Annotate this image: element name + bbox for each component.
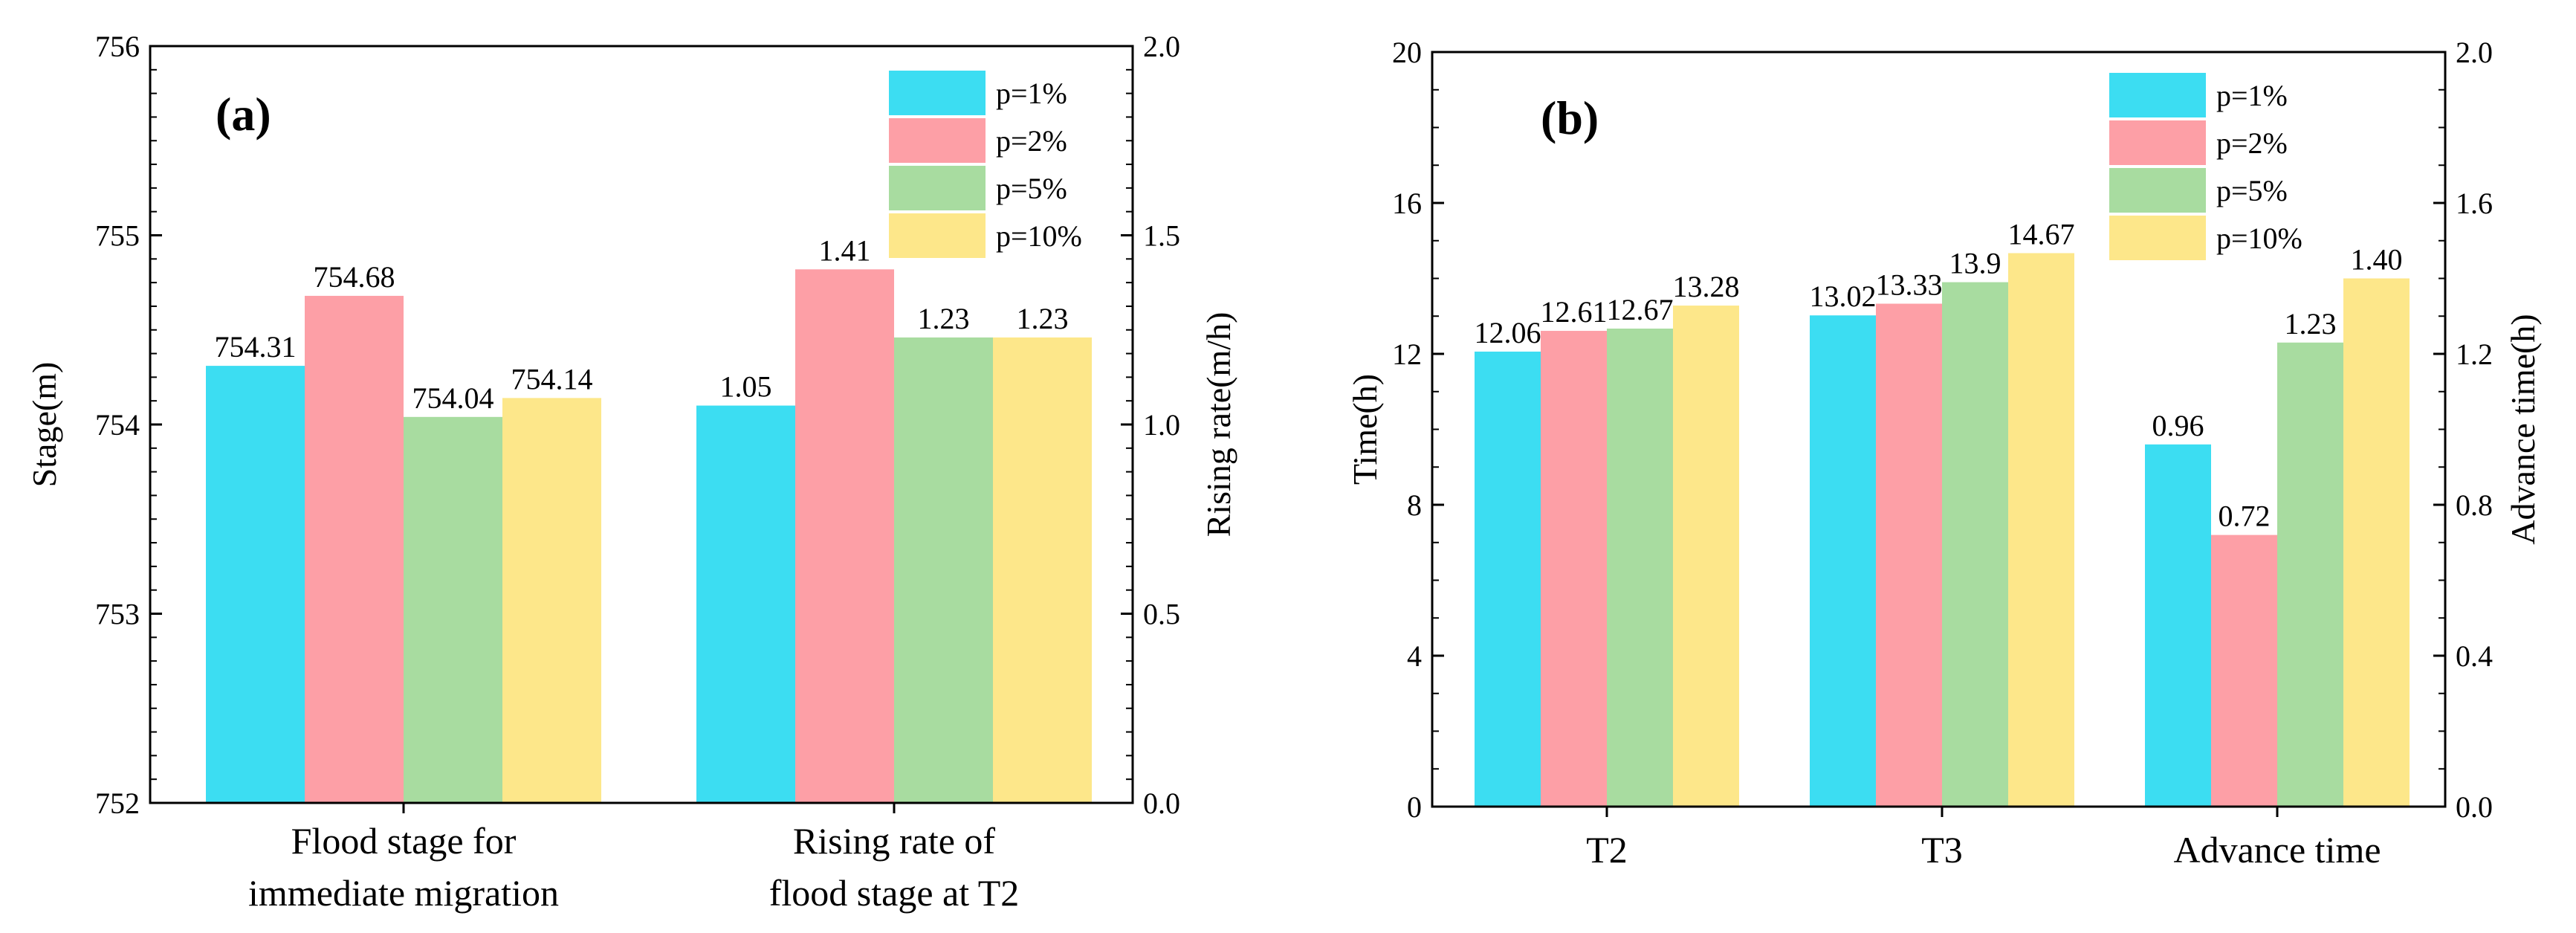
data-label: 13.33 [1876,268,1943,302]
data-label: 1.40 [2351,243,2403,277]
data-label: 1.41 [819,233,871,267]
bar-p=2% [305,295,404,803]
left-tick-label: 8 [1407,488,1422,522]
bar-p=5% [1607,328,1673,807]
legend-label: p=1% [2216,79,2288,112]
bar-p=10% [1673,306,1739,807]
legend-swatch [889,213,986,258]
data-label: 754.68 [314,260,395,294]
bar-p=10% [2008,253,2074,807]
data-label: 12.67 [1607,293,1674,326]
legend-swatch [2109,120,2206,165]
bar-p=5% [2277,342,2343,807]
left-tick-label: 20 [1392,36,1422,69]
legend-swatch [889,118,986,163]
legend-swatch [2109,168,2206,213]
category-label: T3 [1921,829,1963,871]
data-label: 12.06 [1475,316,1541,349]
data-label: 754.14 [511,362,593,396]
legend-label: p=5% [996,172,1067,205]
data-label: 0.96 [2152,409,2204,442]
left-tick-label: 755 [95,219,140,253]
data-label: 14.67 [2008,217,2075,251]
data-label: 1.23 [1017,302,1069,335]
legend-label: p=10% [996,219,1082,253]
bar-p=10% [2343,278,2410,807]
legend-label: p=5% [2216,174,2288,207]
bar-p=1% [206,366,305,804]
right-tick-label: 0.5 [1143,598,1180,631]
data-label: 1.23 [918,302,970,335]
category-label: Advance time [2173,829,2381,871]
data-label: 13.9 [1949,247,2001,280]
data-label: 12.61 [1541,295,1608,329]
panel-label: (a) [216,88,271,141]
bar-p=5% [1942,282,2008,807]
right-tick-label: 0.0 [1143,787,1180,820]
right-tick-label: 0.8 [2456,488,2493,522]
category-label: Flood stage for [291,820,517,862]
right-tick-label: 1.6 [2456,187,2493,220]
bar-p=10% [993,337,1092,803]
data-label: 1.23 [2285,307,2337,340]
bar-p=2% [1541,331,1607,807]
category-label: Rising rate of [793,820,996,862]
legend-swatch [889,166,986,210]
category-label: T2 [1586,829,1628,871]
legend-swatch [2109,73,2206,117]
bar-p=2% [2211,535,2277,807]
y-axis-title: Stage(m) [25,362,63,488]
left-tick-label: 754 [95,408,140,442]
bar-p=10% [502,398,601,803]
legend-label: p=2% [2216,126,2288,160]
left-tick-label: 4 [1407,639,1422,673]
bar-p=1% [1475,351,1541,807]
bar-p=1% [2145,444,2211,807]
right-tick-label: 2.0 [2456,36,2493,69]
left-tick-label: 752 [95,787,140,820]
data-label: 0.72 [2219,500,2271,533]
legend-swatch [889,71,986,115]
bar-p=5% [404,416,502,803]
legend-label: p=2% [996,124,1067,158]
bar-p=1% [696,405,795,803]
data-label: 13.28 [1673,270,1740,303]
left-tick-label: 12 [1392,338,1422,371]
left-tick-label: 756 [95,30,140,63]
panel-label: (b) [1541,91,1599,144]
data-label: 13.02 [1810,280,1877,313]
y2-axis-title: Rising rate(m/h) [1200,312,1237,537]
left-tick-label: 16 [1392,187,1422,220]
bar-p=2% [795,269,894,803]
y-axis-title: Time(h) [1346,374,1384,485]
bar-p=1% [1810,315,1876,807]
legend-label: p=1% [996,77,1067,110]
bar-p=5% [894,337,993,803]
legend-label: p=10% [2216,222,2302,255]
data-label: 754.04 [412,381,494,415]
data-label: 1.05 [720,370,772,404]
right-tick-label: 0.4 [2456,639,2493,673]
right-tick-label: 0.0 [2456,790,2493,824]
left-tick-label: 753 [95,598,140,631]
legend-swatch [2109,216,2206,260]
right-tick-label: 2.0 [1143,30,1180,63]
category-label: immediate migration [248,872,559,914]
right-tick-label: 1.5 [1143,219,1180,253]
right-tick-label: 1.0 [1143,408,1180,442]
left-tick-label: 0 [1407,790,1422,824]
y2-axis-title: Advance time(h) [2504,314,2542,544]
category-label: flood stage at T2 [769,872,1020,914]
data-label: 754.31 [215,330,297,364]
bar-p=2% [1876,303,1942,807]
right-tick-label: 1.2 [2456,338,2493,371]
chart-panel-a: 754.31 754.68 754.04 754.14 Flood stage for i… [25,30,1237,914]
